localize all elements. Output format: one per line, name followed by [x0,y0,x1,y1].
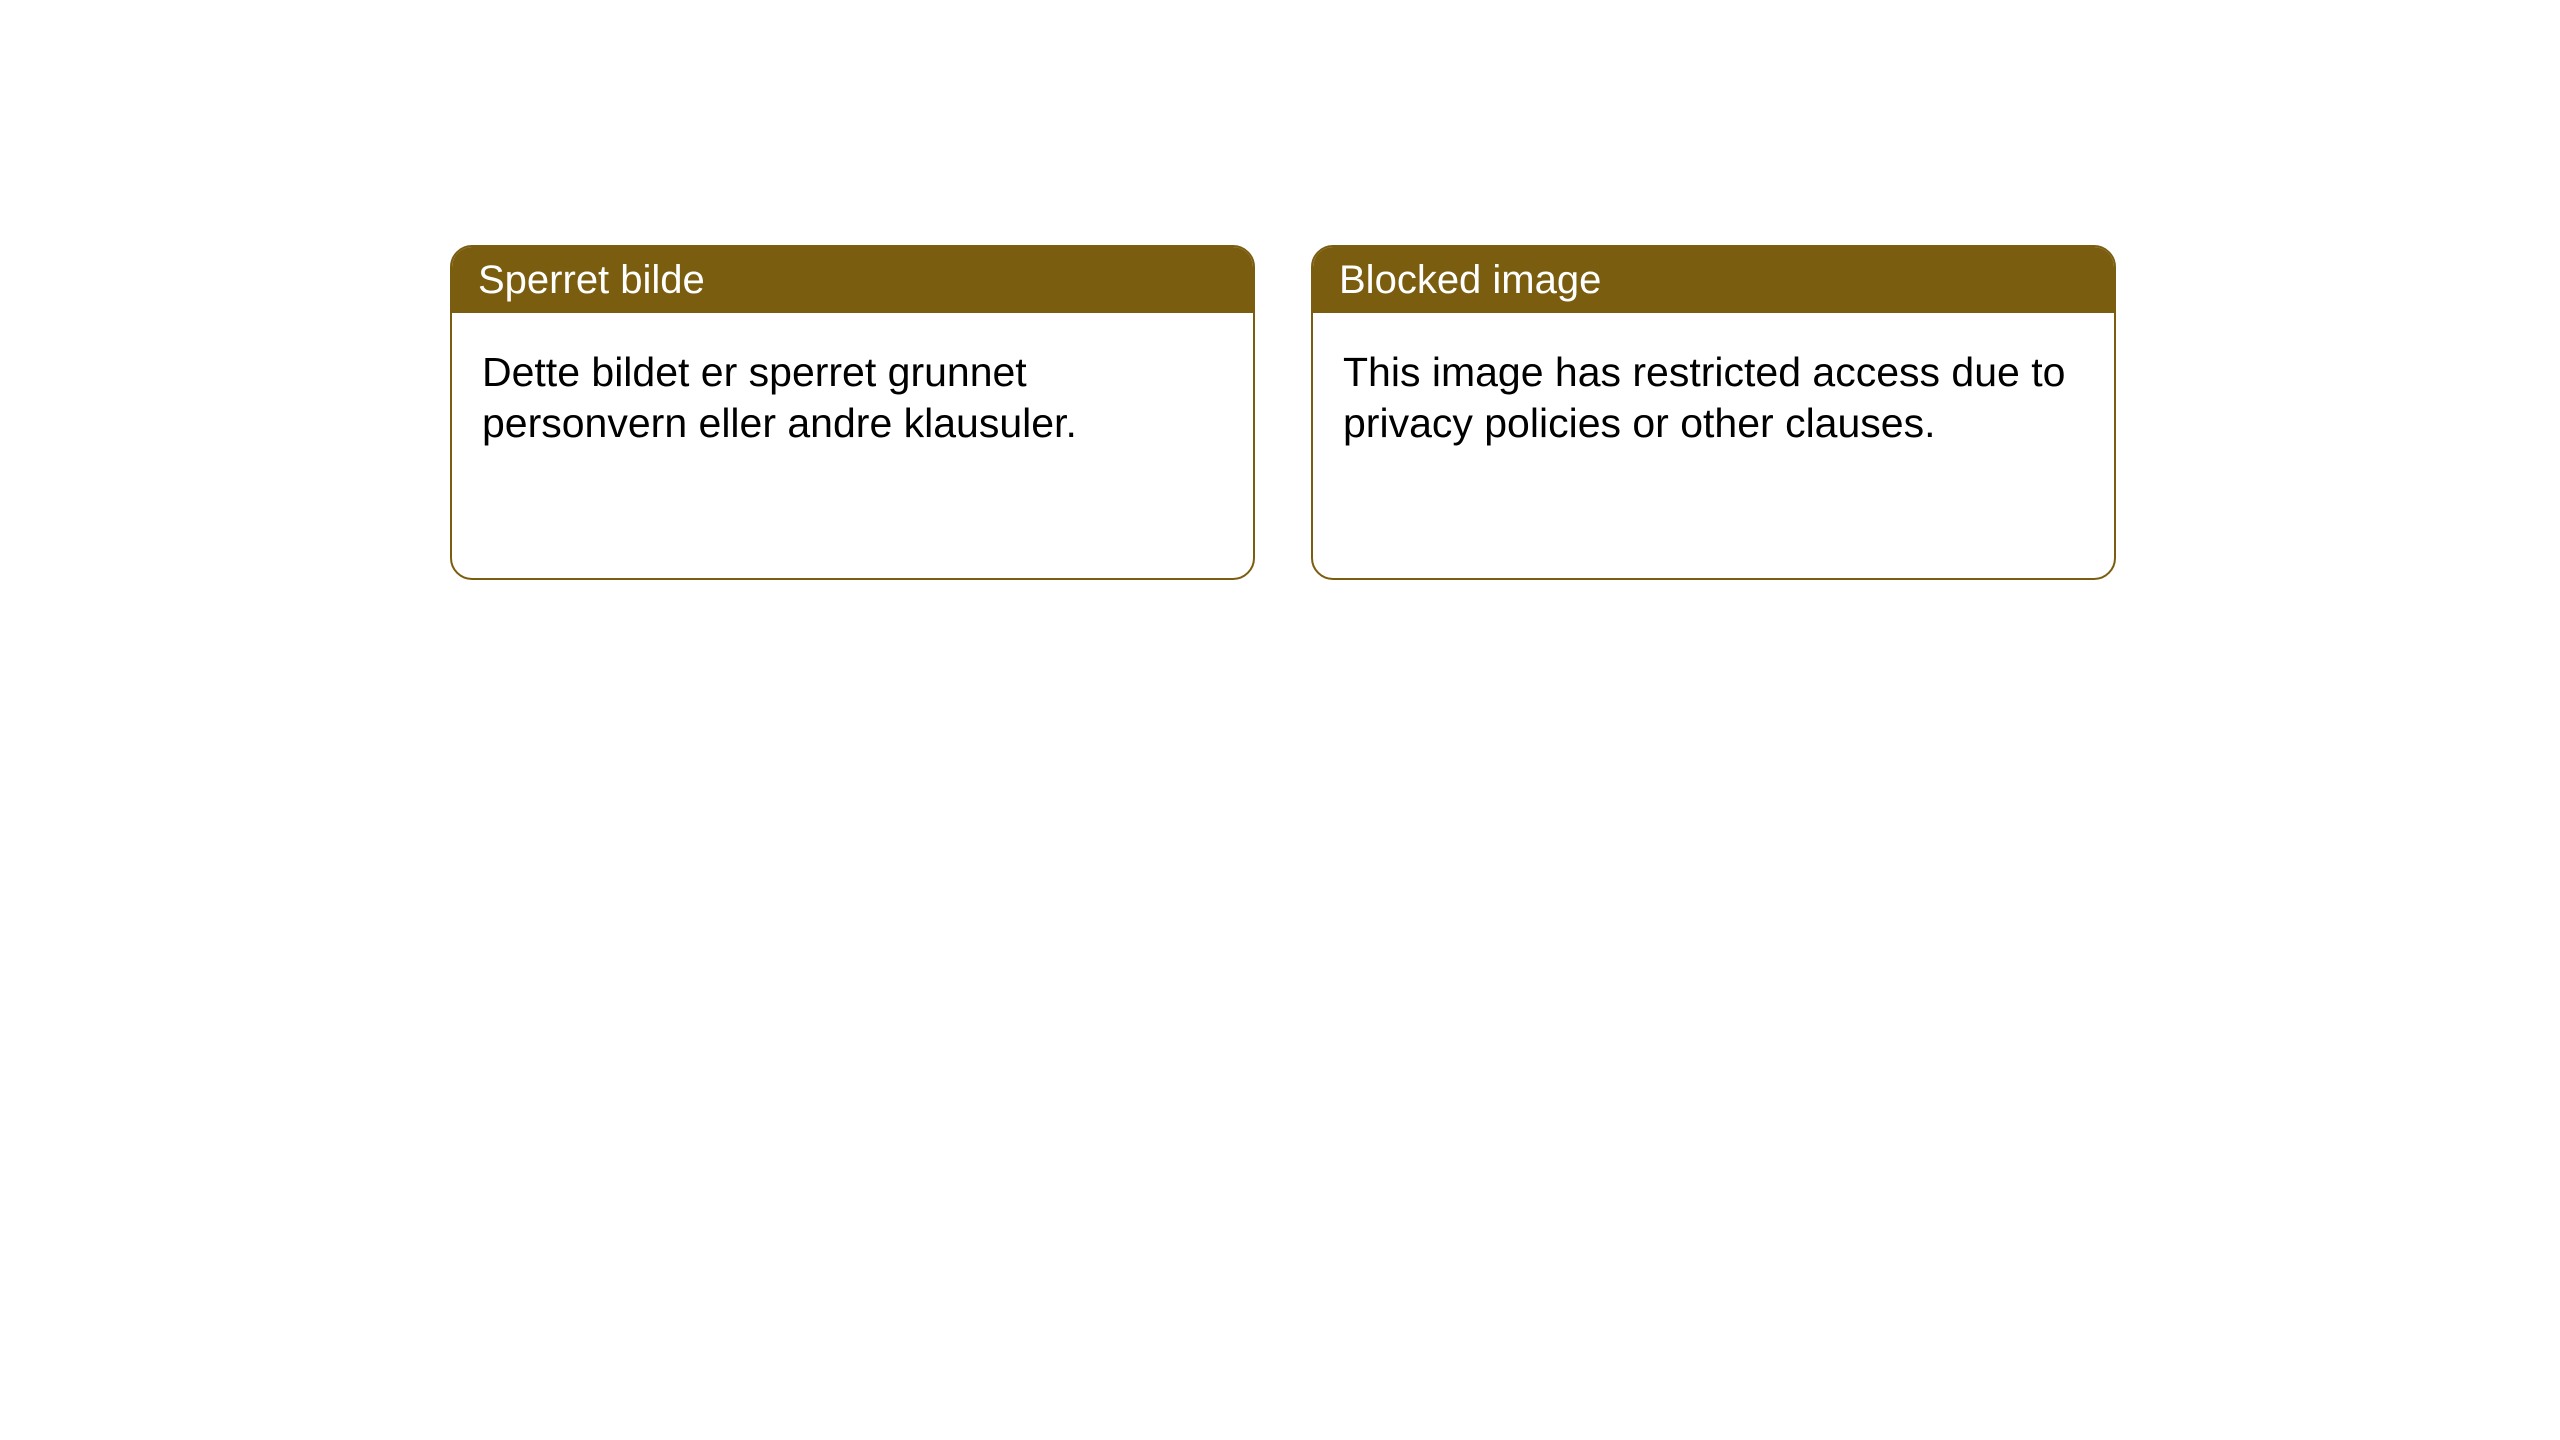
notice-box-en: Blocked image This image has restricted … [1311,245,2116,580]
notice-title-en: Blocked image [1339,258,1601,302]
notice-title-no: Sperret bilde [478,258,705,302]
notice-message-en: This image has restricted access due to … [1343,349,2065,446]
notice-header-en: Blocked image [1313,247,2114,313]
notice-message-no: Dette bildet er sperret grunnet personve… [482,349,1077,446]
notice-container: Sperret bilde Dette bildet er sperret gr… [450,245,2116,580]
notice-box-no: Sperret bilde Dette bildet er sperret gr… [450,245,1255,580]
notice-body-no: Dette bildet er sperret grunnet personve… [452,313,1253,484]
notice-body-en: This image has restricted access due to … [1313,313,2114,484]
notice-header-no: Sperret bilde [452,247,1253,313]
